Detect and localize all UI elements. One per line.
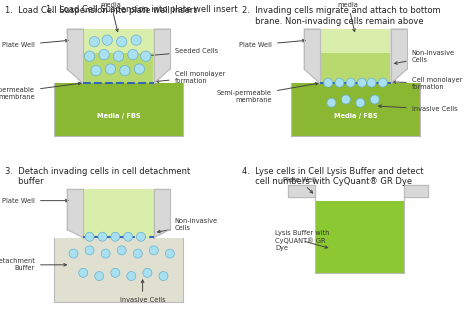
Text: Serum-free
media: Serum-free media [329, 0, 366, 31]
Polygon shape [67, 29, 83, 83]
Text: 3.  Detach invading cells in cell detachment
     buffer: 3. Detach invading cells in cell detachm… [5, 167, 190, 186]
Circle shape [356, 98, 365, 107]
Circle shape [89, 37, 100, 47]
Text: Semi-permeable
membrane: Semi-permeable membrane [0, 82, 81, 100]
Text: Cell monolayer
formation: Cell monolayer formation [393, 77, 462, 90]
Text: 4.  Lyse cells in Cell Lysis Buffer and detect
     cell numbers with CyQuant® G: 4. Lyse cells in Cell Lysis Buffer and d… [242, 167, 423, 186]
Text: Plate Well: Plate Well [2, 198, 68, 204]
Circle shape [101, 249, 110, 258]
Circle shape [143, 268, 152, 277]
Text: Lysis Buffer with
CyQUANT® GR
Dye: Lysis Buffer with CyQUANT® GR Dye [275, 230, 329, 251]
Circle shape [79, 268, 88, 277]
Bar [320, 29, 391, 83]
Bar [55, 83, 182, 136]
Circle shape [346, 78, 355, 87]
Circle shape [85, 246, 94, 255]
Circle shape [120, 65, 130, 76]
Text: Seeded Cells: Seeded Cells [146, 48, 218, 57]
Circle shape [341, 95, 350, 104]
Bar [83, 29, 154, 53]
Text: Plate Well: Plate Well [283, 177, 316, 193]
Bar [83, 29, 154, 83]
Polygon shape [288, 185, 315, 197]
Circle shape [91, 65, 101, 76]
Circle shape [105, 64, 116, 74]
Circle shape [324, 78, 333, 87]
Polygon shape [304, 29, 320, 83]
Text: Cell monolayer
formation: Cell monolayer formation [156, 71, 225, 83]
Circle shape [85, 232, 94, 241]
Circle shape [117, 246, 126, 255]
Circle shape [102, 35, 112, 45]
Text: Plate Well: Plate Well [239, 39, 305, 48]
Circle shape [327, 98, 336, 107]
Circle shape [128, 49, 138, 60]
Text: 2.  Invading cells migrate and attach to bottom
     brane. Non-invading cells r: 2. Invading cells migrate and attach to … [242, 6, 440, 26]
Circle shape [84, 51, 95, 61]
Circle shape [111, 232, 120, 241]
Text: 1.  Load Cell Suspension into plate well insert: 1. Load Cell Suspension into plate well … [46, 5, 238, 14]
Bar [55, 238, 182, 302]
Circle shape [134, 64, 145, 74]
Circle shape [357, 78, 366, 87]
Bar [292, 83, 419, 136]
Circle shape [95, 272, 104, 281]
Circle shape [335, 78, 344, 87]
Text: Non-invasive
Cells: Non-invasive Cells [395, 50, 455, 64]
Text: Plate Well: Plate Well [2, 39, 68, 48]
Text: Invasive Cells: Invasive Cells [379, 105, 457, 112]
Polygon shape [67, 189, 83, 238]
Circle shape [127, 272, 136, 281]
Circle shape [98, 232, 107, 241]
Text: Media / FBS: Media / FBS [334, 113, 377, 118]
Circle shape [124, 232, 133, 241]
Polygon shape [391, 29, 407, 83]
Text: Non-invasive
Cells: Non-invasive Cells [158, 218, 218, 233]
Circle shape [370, 95, 379, 104]
Text: Invasive Cells: Invasive Cells [120, 280, 165, 303]
Circle shape [137, 232, 146, 241]
Text: Media / FBS: Media / FBS [97, 113, 140, 118]
Text: 1.  Load Cell Suspension into plate well insert: 1. Load Cell Suspension into plate well … [5, 6, 196, 15]
Bar [320, 29, 391, 53]
Circle shape [367, 78, 376, 87]
Circle shape [69, 249, 78, 258]
Circle shape [378, 78, 387, 87]
Polygon shape [404, 185, 428, 197]
Circle shape [159, 272, 168, 281]
Bar [315, 201, 404, 273]
Bar [83, 189, 154, 238]
Circle shape [141, 51, 151, 61]
Circle shape [117, 37, 127, 47]
Circle shape [149, 246, 158, 255]
Polygon shape [154, 29, 170, 83]
Text: Serum-free
media: Serum-free media [92, 0, 129, 31]
Circle shape [131, 35, 141, 45]
Circle shape [99, 49, 109, 60]
Circle shape [113, 51, 124, 61]
Text: Cell Detachment
Buffer: Cell Detachment Buffer [0, 258, 66, 271]
Circle shape [133, 249, 142, 258]
Circle shape [111, 268, 120, 277]
Text: Semi-permeable
membrane: Semi-permeable membrane [217, 82, 318, 103]
Polygon shape [154, 189, 170, 238]
Circle shape [165, 249, 174, 258]
